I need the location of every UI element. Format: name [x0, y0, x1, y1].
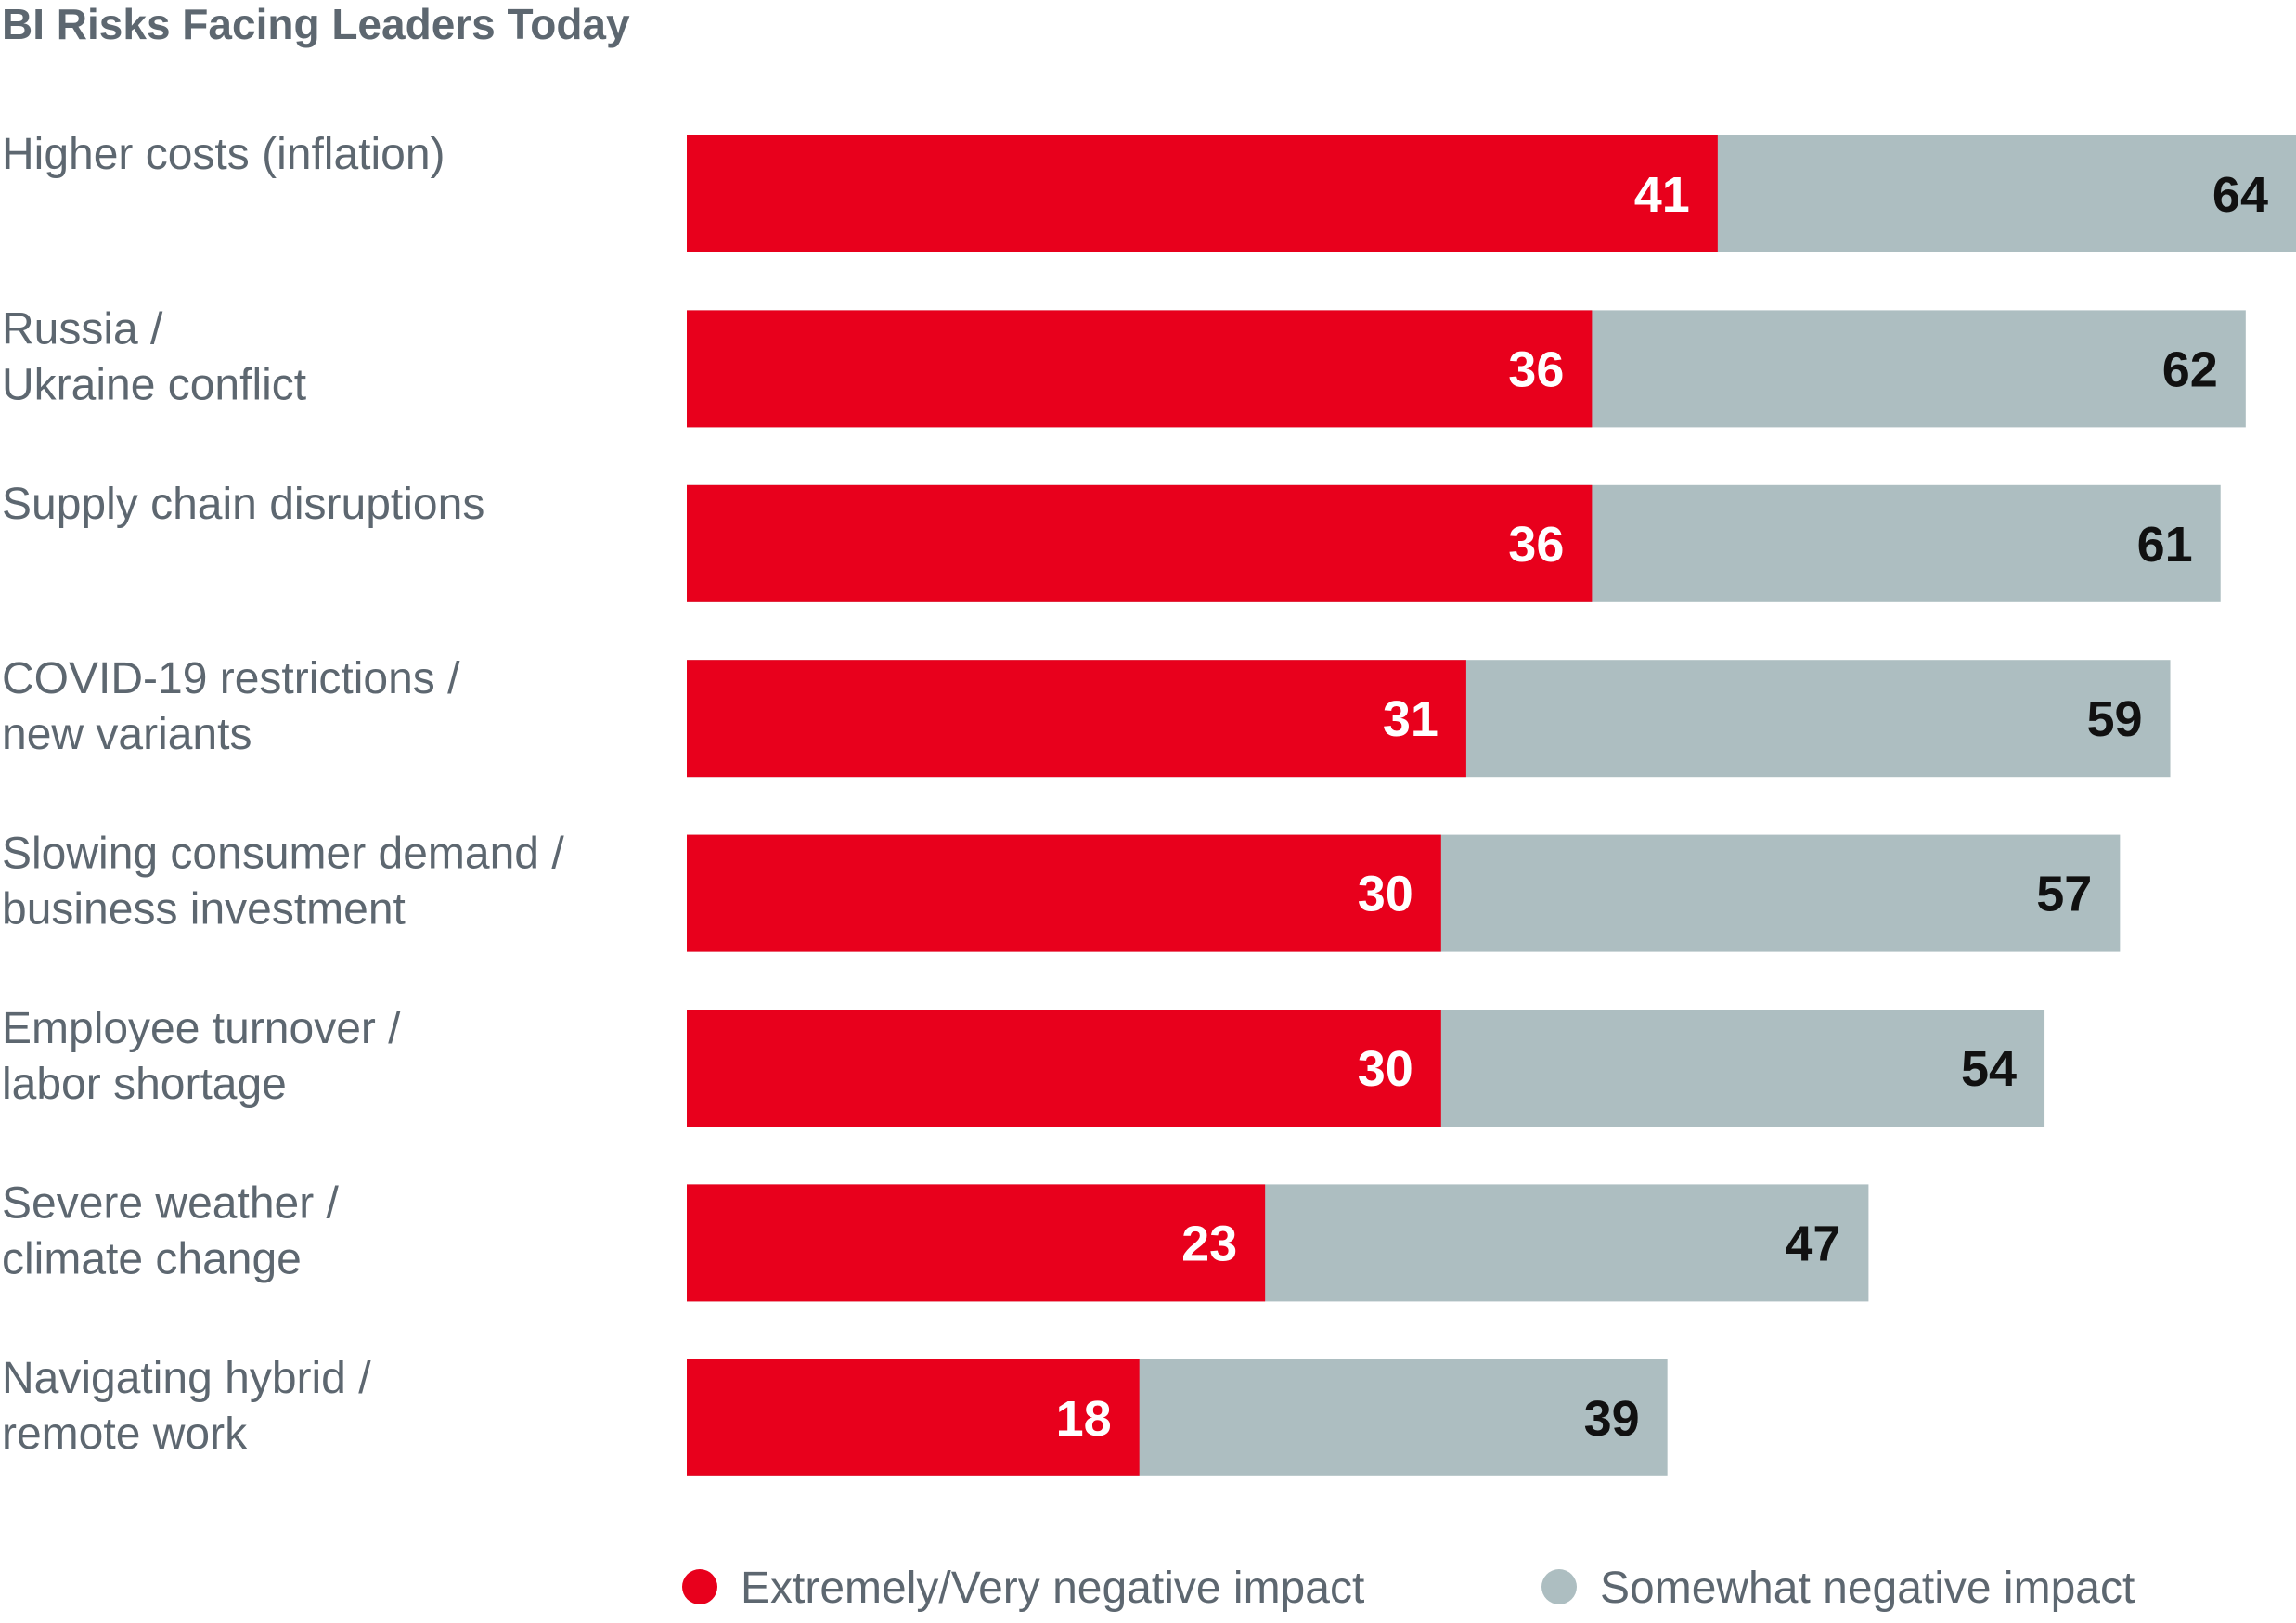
- data-label-somewhat-negative: 62: [2162, 341, 2218, 397]
- bar-extremely-negative: [687, 135, 1718, 252]
- bar-row: Slowing consumer demand / business invest…: [2, 830, 2121, 952]
- category-label: COVID-19 restrictions /: [2, 654, 460, 703]
- data-label-extremely-negative: 23: [1181, 1216, 1237, 1271]
- legend-label: Extremely/Very negative impact: [741, 1564, 1364, 1613]
- data-label-somewhat-negative: 59: [2086, 691, 2142, 747]
- category-label: Ukraine conflict: [2, 360, 306, 409]
- data-label-somewhat-negative: 47: [1785, 1216, 1840, 1271]
- bar-extremely-negative: [687, 1010, 1441, 1127]
- legend: Extremely/Very negative impact Somewhat n…: [682, 1564, 2135, 1613]
- bar-extremely-negative: [687, 484, 1593, 602]
- data-label-somewhat-negative: 39: [1584, 1391, 1640, 1447]
- legend-label: Somewhat negative impact: [1600, 1564, 2135, 1613]
- category-label: Higher costs (inflation): [2, 130, 445, 179]
- data-label-extremely-negative: 30: [1358, 1041, 1413, 1097]
- bars-layer: Higher costs (inflation) 41 64 Russia / Ukra…: [2, 130, 2296, 1476]
- chart-title: BI Risks Facing Leaders Today: [2, 0, 630, 48]
- legend-item-extremely-negative: Extremely/Very negative impact: [682, 1564, 1364, 1613]
- legend-swatch: [1541, 1569, 1577, 1604]
- category-label: Supply chain disruptions: [2, 480, 484, 529]
- bar-row: Supply chain disruptions 36 61: [2, 480, 2221, 602]
- bar-extremely-negative: [687, 660, 1466, 778]
- legend-item-somewhat-negative: Somewhat negative impact: [1541, 1564, 2135, 1613]
- legend-swatch: [682, 1569, 717, 1604]
- category-label: climate change: [2, 1234, 302, 1283]
- data-label-somewhat-negative: 61: [2137, 517, 2193, 573]
- bar-row: Russia / Ukraine conflict 36 62: [2, 304, 2246, 428]
- bar-extremely-negative: [687, 1184, 1266, 1302]
- category-label: business investment: [2, 885, 406, 934]
- category-label: Slowing consumer demand /: [2, 830, 564, 879]
- category-label: Employee turnover /: [2, 1004, 401, 1053]
- data-label-extremely-negative: 41: [1634, 167, 1690, 223]
- bar-extremely-negative: [687, 834, 1441, 952]
- data-label-extremely-negative: 30: [1358, 867, 1413, 922]
- bar-row: Employee turnover / labor shortage 30 54: [2, 1004, 2045, 1127]
- data-label-extremely-negative: 31: [1383, 691, 1438, 747]
- data-label-extremely-negative: 18: [1056, 1391, 1112, 1447]
- bar-extremely-negative: [687, 310, 1593, 428]
- bar-row: Severe weather / climate change 23 47: [2, 1179, 1869, 1302]
- data-label-somewhat-negative: 54: [1961, 1041, 2017, 1097]
- bar-row: COVID-19 restrictions / new variants 31 59: [2, 654, 2171, 778]
- category-label: labor shortage: [2, 1060, 287, 1109]
- bar-row: Navigating hybrid / remote work 18 39: [2, 1354, 1668, 1476]
- category-label: Navigating hybrid /: [2, 1354, 371, 1403]
- data-label-somewhat-negative: 57: [2036, 867, 2092, 922]
- data-label-extremely-negative: 36: [1508, 341, 1564, 397]
- category-label: Russia /: [2, 304, 163, 354]
- bar-extremely-negative: [687, 1359, 1140, 1476]
- category-label: remote work: [2, 1410, 248, 1459]
- data-label-extremely-negative: 36: [1508, 517, 1564, 573]
- category-label: new variants: [2, 710, 252, 759]
- category-label: Severe weather /: [2, 1179, 340, 1228]
- data-label-somewhat-negative: 64: [2212, 167, 2268, 223]
- bar-row: Higher costs (inflation) 41 64: [2, 130, 2296, 252]
